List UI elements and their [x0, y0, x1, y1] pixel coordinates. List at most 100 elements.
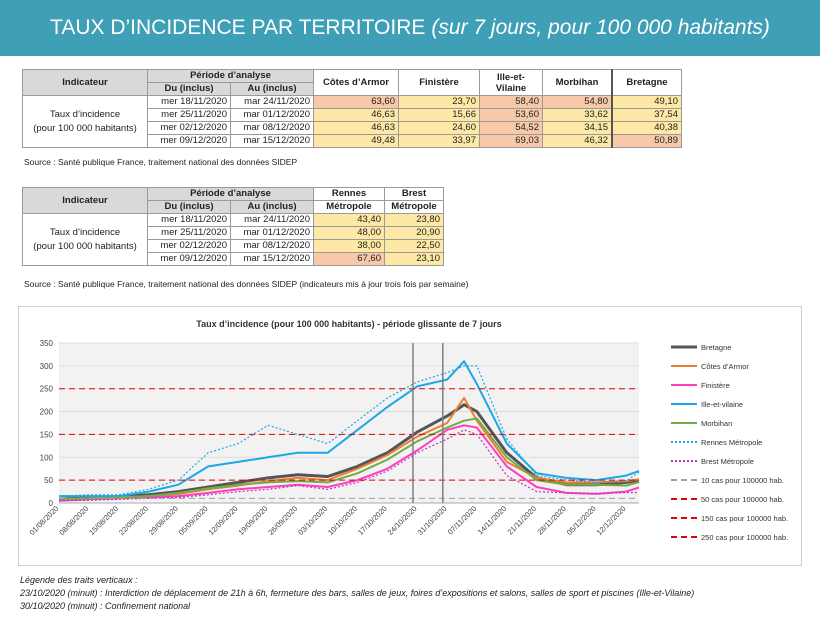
legend-label: Côtes d’Armor — [701, 362, 749, 371]
cell-value: 46,32 — [542, 134, 613, 148]
col-brest-bottom: Métropole — [384, 200, 444, 214]
cell-au: mar 15/12/2020 — [230, 134, 314, 148]
row-label: Taux d’incidence (pour 100 000 habitants) — [22, 213, 148, 266]
table-row: mer 25/11/2020 mar 01/12/2020 46,63 15,6… — [23, 108, 682, 122]
series-line — [58, 365, 640, 497]
notes-line-1: 23/10/2020 (minuit) : Interdiction de dé… — [20, 588, 695, 598]
x-tick-label: 01/08/2020 — [28, 504, 61, 537]
y-tick-label: 0 — [49, 499, 54, 508]
table-row: mer 25/11/2020 mar 01/12/2020 48,00 20,9… — [23, 226, 444, 240]
cell-du: mer 25/11/2020 — [147, 226, 231, 240]
cell-au: mar 01/12/2020 — [230, 108, 314, 122]
y-tick-label: 250 — [40, 385, 54, 394]
x-tick-label: 17/10/2020 — [356, 504, 389, 537]
table-row: mer 02/12/2020 mar 08/12/2020 38,00 22,5… — [23, 239, 444, 253]
cell-value: 22,50 — [384, 239, 444, 253]
cell-value: 23,80 — [384, 213, 444, 227]
x-tick-label: 22/08/2020 — [117, 504, 150, 537]
x-tick-label: 08/08/2020 — [57, 504, 90, 537]
plot-area — [59, 343, 639, 503]
cell-value: 69,03 — [479, 134, 543, 148]
y-tick-label: 350 — [40, 339, 54, 348]
cell-value: 33,62 — [542, 108, 613, 122]
chart-svg: Taux d’incidence (pour 100 000 habitants… — [28, 319, 789, 542]
cell-value: 50,89 — [611, 134, 682, 148]
col-finistere: Finistère — [398, 69, 480, 96]
header-indicateur: Indicateur — [22, 187, 148, 214]
cell-value: 46,63 — [313, 108, 399, 122]
notes-title: Légende des traits verticaux : — [20, 575, 138, 585]
col-rennes-bottom: Métropole — [313, 200, 385, 214]
y-tick-label: 200 — [40, 408, 54, 417]
cell-value: 67,60 — [313, 252, 385, 266]
source-note-1: Source : Santé publique France, traiteme… — [24, 157, 298, 167]
cell-value: 49,48 — [313, 134, 399, 148]
incidence-table-metropoles: Indicateur Période d’analyse Rennes Bres… — [22, 187, 444, 266]
cell-au: mar 08/12/2020 — [230, 121, 314, 135]
legend-label: 150 cas pour 100000 hab. — [701, 514, 788, 523]
notes-line-2: 30/10/2020 (minuit) : Confinement nation… — [20, 601, 191, 611]
table-row: mer 09/12/2020 mar 15/12/2020 49,48 33,9… — [23, 134, 682, 148]
cell-value: 24,60 — [398, 121, 480, 135]
x-tick-label: 03/10/2020 — [296, 504, 329, 537]
page-banner: TAUX D’INCIDENCE PAR TERRITOIRE (sur 7 j… — [0, 0, 820, 56]
legend-label: 250 cas pour 100000 hab. — [701, 533, 788, 542]
cell-value: 54,80 — [542, 95, 613, 109]
cell-du: mer 09/12/2020 — [147, 252, 231, 266]
cell-du: mer 25/11/2020 — [147, 108, 231, 122]
x-tick-label: 15/08/2020 — [87, 504, 120, 537]
cell-value: 15,66 — [398, 108, 480, 122]
cell-value: 23,10 — [384, 252, 444, 266]
cell-du: mer 02/12/2020 — [147, 121, 231, 135]
y-tick-label: 100 — [40, 453, 54, 462]
cell-au: mar 01/12/2020 — [230, 226, 314, 240]
col-rennes-top: Rennes — [313, 187, 385, 201]
cell-value: 34,15 — [542, 121, 613, 135]
series-line — [58, 417, 640, 501]
legend-label: Ille-et-vilaine — [701, 400, 743, 409]
x-tick-label: 10/10/2020 — [326, 504, 359, 537]
cell-value: 23,70 — [398, 95, 480, 109]
table-row: Taux d’incidence (pour 100 000 habitants)… — [22, 95, 682, 148]
cell-du: mer 18/11/2020 — [147, 95, 231, 109]
legend-label: Brest Métropole — [701, 457, 754, 466]
header-au: Au (inclus) — [230, 82, 314, 96]
source-note-2: Source : Santé publique France, traiteme… — [24, 279, 469, 289]
incidence-chart: Taux d’incidence (pour 100 000 habitants… — [18, 306, 802, 566]
legend-label: Morbihan — [701, 419, 732, 428]
legend-label: Rennes Métropole — [701, 438, 762, 447]
series-line — [59, 360, 640, 498]
table-row: mer 09/12/2020 mar 15/12/2020 67,60 23,1… — [23, 252, 444, 266]
cell-value: 46,63 — [313, 121, 399, 135]
chart-title: Taux d’incidence (pour 100 000 habitants… — [196, 319, 501, 329]
header-periode: Période d’analyse — [147, 187, 314, 201]
table-row: Taux d’incidence (pour 100 000 habitants)… — [22, 213, 444, 266]
x-tick-label: 12/09/2020 — [207, 504, 240, 537]
cell-value: 48,00 — [313, 226, 385, 240]
x-tick-label: 28/11/2020 — [535, 504, 568, 537]
x-tick-label: 26/09/2020 — [266, 504, 299, 537]
x-tick-label: 05/12/2020 — [565, 504, 598, 537]
y-tick-label: 300 — [40, 362, 54, 371]
cell-value: 53,60 — [479, 108, 543, 122]
x-tick-label: 12/12/2020 — [595, 504, 628, 537]
col-ille: Ille-et-Vilaine — [479, 69, 543, 96]
col-bretagne: Bretagne — [611, 69, 682, 96]
cell-au: mar 24/11/2020 — [230, 213, 314, 227]
header-au: Au (inclus) — [230, 200, 314, 214]
legend-label: Finistère — [701, 381, 730, 390]
cell-du: mer 18/11/2020 — [147, 213, 231, 227]
y-tick-label: 50 — [44, 476, 53, 485]
banner-subtitle: (sur 7 jours, pour 100 000 habitants) — [431, 16, 770, 39]
x-tick-label: 14/11/2020 — [476, 504, 509, 537]
cell-value: 20,90 — [384, 226, 444, 240]
cell-value: 37,54 — [611, 108, 682, 122]
cell-value: 33,97 — [398, 134, 480, 148]
header-du: Du (inclus) — [147, 200, 231, 214]
x-tick-label: 05/09/2020 — [177, 504, 210, 537]
vertical-lines-legend: Légende des traits verticaux : 23/10/202… — [20, 574, 694, 613]
cell-value: 38,00 — [313, 239, 385, 253]
series-line — [58, 424, 640, 502]
cell-value: 58,40 — [479, 95, 543, 109]
row-label: Taux d’incidence (pour 100 000 habitants) — [22, 95, 148, 148]
